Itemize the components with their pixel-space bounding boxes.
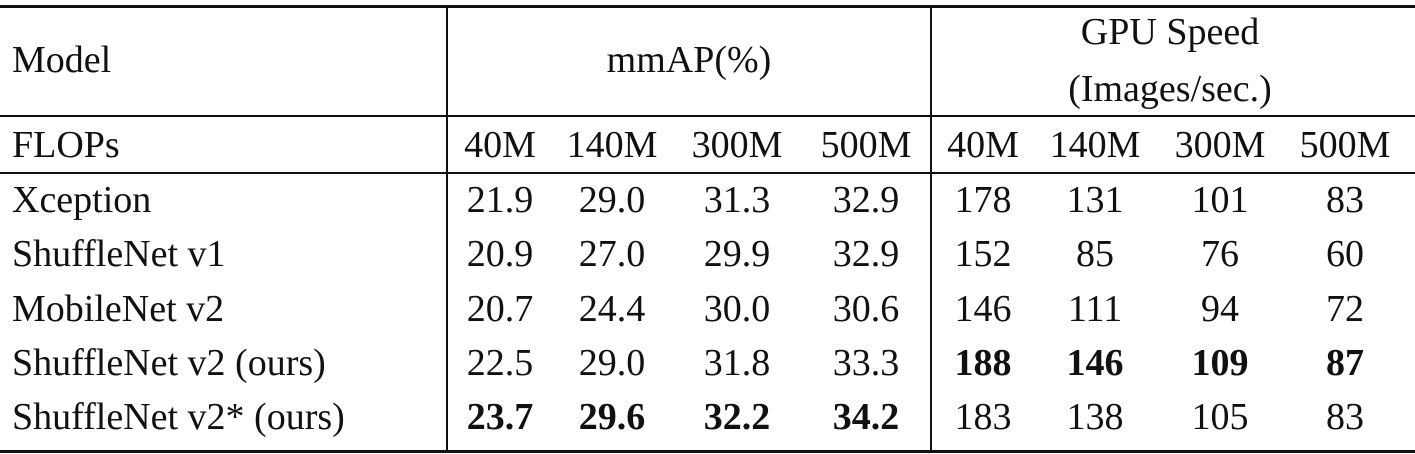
cell: 32.2 <box>703 396 771 439</box>
row-label: ShuffleNet v2 (ours) <box>12 341 326 384</box>
header-cell: Model <box>12 39 112 81</box>
cell: 60 <box>1326 233 1364 276</box>
header-cell: 40M <box>464 124 536 166</box>
header-cell: 140M <box>1049 124 1141 166</box>
header-cell: GPU Speed <box>1080 11 1260 53</box>
cell: 83 <box>1326 396 1364 439</box>
cell: 29.0 <box>578 179 646 221</box>
cell: 24.4 <box>578 287 646 330</box>
row-label: ShuffleNet v1 <box>12 233 226 276</box>
cell: 94 <box>1201 287 1239 330</box>
column-rule <box>446 6 448 452</box>
header-cell: 300M <box>691 124 783 166</box>
cell: 76 <box>1201 233 1239 276</box>
cell: 29.0 <box>578 341 646 384</box>
cell: 146 <box>954 287 1012 330</box>
cell: 138 <box>1066 396 1124 439</box>
cell: 30.6 <box>832 287 900 330</box>
cell: 27.0 <box>578 233 646 276</box>
row-label: ShuffleNet v2* (ours) <box>12 396 345 439</box>
cell: 20.7 <box>466 287 534 330</box>
top-rule <box>0 5 1415 8</box>
cell: 72 <box>1326 287 1364 330</box>
cell: 32.9 <box>832 179 900 221</box>
cell: 111 <box>1067 287 1123 330</box>
cell: 152 <box>954 233 1012 276</box>
cell: 178 <box>954 179 1012 221</box>
row-label: MobileNet v2 <box>12 287 225 330</box>
header-cell: FLOPs <box>12 124 120 166</box>
header-cell: 300M <box>1174 124 1266 166</box>
cell: 33.3 <box>832 341 900 384</box>
row-label: Xception <box>12 179 152 221</box>
cell: 29.9 <box>703 233 771 276</box>
cell: 21.9 <box>466 179 534 221</box>
rule <box>0 115 1415 117</box>
header-cell: 500M <box>1299 124 1391 166</box>
cell: 101 <box>1191 179 1249 221</box>
cell: 105 <box>1191 396 1249 439</box>
cell: 109 <box>1191 341 1249 384</box>
header-cell: mmAP(%) <box>606 39 772 81</box>
cell: 31.3 <box>703 179 771 221</box>
cell: 87 <box>1326 341 1364 384</box>
cell: 183 <box>954 396 1012 439</box>
bottom-rule <box>0 450 1415 453</box>
header-cell: (Images/sec.) <box>1068 68 1272 110</box>
cell: 31.8 <box>703 341 771 384</box>
cell: 30.0 <box>703 287 771 330</box>
column-rule <box>930 6 932 452</box>
cell: 85 <box>1076 233 1114 276</box>
cell: 22.5 <box>466 341 534 384</box>
cell: 29.6 <box>578 396 646 439</box>
cell: 20.9 <box>466 233 534 276</box>
header-cell: 40M <box>947 124 1019 166</box>
cell: 146 <box>1066 341 1124 384</box>
cell: 83 <box>1326 179 1364 221</box>
cell: 32.9 <box>832 233 900 276</box>
header-cell: 140M <box>566 124 658 166</box>
header-cell: 500M <box>820 124 912 166</box>
cell: 23.7 <box>466 396 534 439</box>
cell: 34.2 <box>832 396 900 439</box>
rule <box>0 172 1415 174</box>
cell: 131 <box>1066 179 1124 221</box>
cell: 188 <box>954 341 1012 384</box>
